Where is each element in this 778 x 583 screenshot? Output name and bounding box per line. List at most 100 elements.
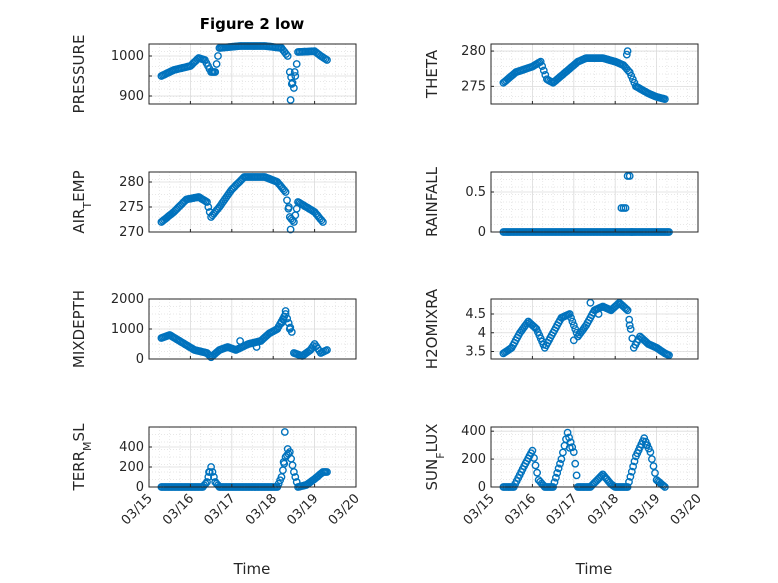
- data-point: [569, 336, 578, 345]
- data-point: [323, 56, 331, 64]
- subplot-grid: 900 1000 PRESSURE 275 280 THETA 270 275 280 AIRTE…: [70, 35, 705, 529]
- data-point: [214, 52, 222, 60]
- data-point: [625, 68, 634, 77]
- data-point: [554, 464, 563, 473]
- data-point: [586, 298, 595, 307]
- y-tick-label: 0: [136, 352, 144, 367]
- series-markers: [157, 307, 331, 362]
- subplot-3: 0 0.5 RAINFALL: [423, 166, 699, 240]
- data-point: [530, 454, 538, 462]
- data-point: [661, 95, 669, 104]
- data-point: [571, 325, 580, 333]
- data-point: [252, 343, 261, 351]
- x-tick-label: 03/15: [461, 491, 498, 528]
- data-point: [528, 446, 537, 455]
- data-point: [565, 433, 573, 442]
- y-tick-label: 270: [119, 225, 144, 240]
- y-tick-label: 200: [119, 460, 144, 475]
- y-tick-label: 4.5: [465, 307, 486, 322]
- data-point: [556, 459, 564, 468]
- subplot-0: 900 1000 PRESSURE: [70, 35, 357, 113]
- data-point: [285, 68, 294, 76]
- data-point: [323, 468, 331, 476]
- data-point: [626, 325, 635, 333]
- data-point: [289, 468, 298, 476]
- data-point: [630, 457, 639, 466]
- data-point: [283, 52, 292, 60]
- axes-box: [490, 43, 699, 105]
- y-tick-label: 1000: [111, 322, 144, 337]
- axes-box: [490, 426, 699, 488]
- data-point: [622, 50, 631, 59]
- data-point: [629, 462, 637, 471]
- data-point: [553, 469, 562, 477]
- x-axis-label-right: Time: [575, 560, 613, 578]
- data-point: [659, 481, 668, 490]
- x-tick-label: 03/16: [502, 491, 539, 528]
- data-point: [204, 473, 213, 481]
- data-point: [281, 307, 290, 315]
- subplot-2: 270 275 280 AIRTEMP: [70, 170, 357, 240]
- data-point: [277, 319, 286, 327]
- data-point: [283, 196, 291, 205]
- data-point: [282, 50, 290, 58]
- data-point: [236, 337, 245, 345]
- data-point: [285, 325, 294, 333]
- data-point: [317, 216, 326, 225]
- data-point: [648, 455, 656, 463]
- data-point: [646, 448, 655, 456]
- y-tick-label: 900: [119, 89, 144, 104]
- data-point: [211, 68, 220, 76]
- y-tick-label: 1000: [111, 49, 144, 64]
- subplot-7: 0 200 400 03/15 03/16 03/17 03/18 03/19 03/20 SUN…: [423, 424, 705, 529]
- y-tick-label: 4: [478, 326, 486, 341]
- data-point: [627, 467, 636, 476]
- x-tick-label: 03/16: [160, 491, 197, 528]
- data-point: [552, 473, 560, 482]
- data-point: [565, 310, 574, 318]
- data-point: [626, 472, 635, 481]
- data-point: [203, 198, 211, 206]
- data-point: [290, 68, 299, 76]
- data-point: [280, 186, 289, 195]
- x-tick-label: 03/18: [243, 491, 280, 528]
- x-tick-label: 03/19: [284, 491, 321, 528]
- y-tick-label: 200: [461, 452, 486, 467]
- x-axis-label-left: Time: [233, 560, 271, 578]
- y-tick-label: 3.5: [465, 345, 486, 360]
- subplot-5: 3.5 4 4.5 H2OMIXRA: [423, 288, 699, 369]
- data-point: [567, 313, 575, 322]
- data-point: [569, 448, 578, 456]
- data-point: [283, 314, 292, 323]
- data-point: [621, 204, 630, 212]
- data-point: [622, 305, 631, 313]
- y-tick-label: 275: [119, 200, 144, 215]
- data-point: [594, 310, 603, 318]
- x-tick-label: 03/20: [668, 491, 705, 528]
- y-axis-label-5: H2OMIXRA: [423, 288, 441, 369]
- y-tick-label: 0: [478, 225, 486, 240]
- x-tick-label: 03/17: [544, 491, 581, 528]
- data-point: [287, 80, 296, 88]
- x-tick-label: 03/17: [202, 491, 239, 528]
- subplot-1: 275 280 THETA: [423, 43, 699, 105]
- y-tick-label: 0: [478, 480, 486, 495]
- y-tick-label: 0.5: [465, 185, 486, 200]
- series-markers: [157, 173, 327, 234]
- data-point: [536, 57, 545, 66]
- y-axis-label-6: TERRMSL: [70, 423, 94, 492]
- y-axis-label-7: SUNFLUX: [423, 424, 447, 491]
- data-point: [208, 468, 217, 476]
- data-point: [623, 47, 632, 55]
- y-axis-label-1: THETA: [423, 49, 441, 99]
- data-point: [284, 203, 293, 211]
- axes-box: [148, 426, 357, 488]
- data-point: [538, 62, 547, 70]
- x-tick-label: 03/18: [585, 491, 622, 528]
- data-point: [204, 203, 213, 211]
- data-point: [625, 477, 633, 486]
- data-point: [289, 84, 298, 92]
- data-point: [323, 346, 331, 354]
- data-point: [665, 351, 673, 360]
